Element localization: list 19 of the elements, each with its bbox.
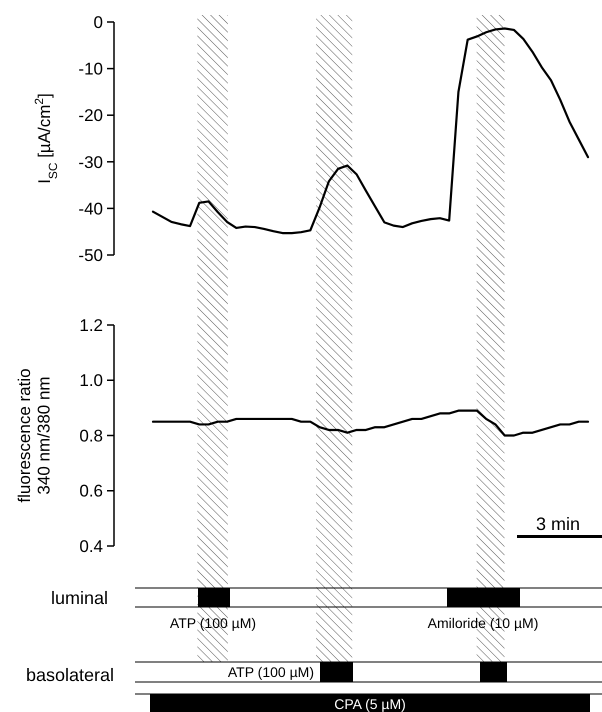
text: ATP (100 µM) <box>228 664 314 680</box>
annotation: 3 min <box>536 514 580 534</box>
text: luminal <box>50 588 108 608</box>
y-tick-label: 1.0 <box>79 371 103 390</box>
text: basolateral <box>26 665 114 685</box>
y-tick-label: -50 <box>78 246 103 265</box>
y-tick-label: -40 <box>78 199 103 218</box>
y-axis-title: fluorescence ratio 340 nm/380 nm <box>15 368 54 503</box>
y-tick-label: 0.4 <box>79 536 103 556</box>
y-tick-label: 1.2 <box>79 316 103 335</box>
y-tick-label: 0 <box>94 12 103 32</box>
text: CPA (5 µM) <box>334 696 406 712</box>
y-tick-label: -10 <box>78 60 103 79</box>
y-tick-label: -30 <box>78 152 103 172</box>
y-tick-label: -20 <box>78 106 103 126</box>
line-series <box>152 410 590 437</box>
y-tick-label: 0.6 <box>79 482 103 501</box>
line-series <box>152 27 590 234</box>
y-tick-label: 0.8 <box>79 426 103 446</box>
